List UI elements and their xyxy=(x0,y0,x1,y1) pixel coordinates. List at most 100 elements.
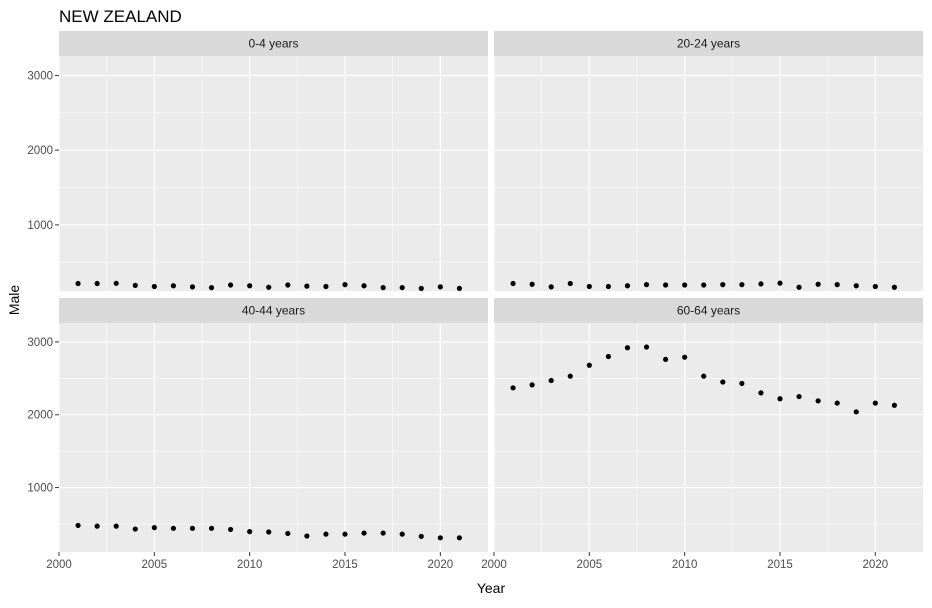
data-point xyxy=(189,284,196,290)
data-point xyxy=(758,390,764,396)
data-point xyxy=(304,533,310,539)
data-point xyxy=(437,535,443,541)
data-point xyxy=(247,283,253,289)
y-tick-label: 2000 xyxy=(27,145,53,157)
data-point xyxy=(586,362,592,368)
data-point xyxy=(586,283,592,290)
data-point xyxy=(796,393,802,400)
data-point xyxy=(132,282,138,288)
data-point xyxy=(75,280,81,287)
data-point xyxy=(361,283,367,289)
data-point xyxy=(663,356,669,363)
data-point xyxy=(872,283,878,290)
data-point xyxy=(891,402,898,408)
data-point xyxy=(247,529,253,535)
data-point xyxy=(682,354,688,360)
data-point xyxy=(342,531,348,537)
x-tick-label: 2015 xyxy=(767,559,793,571)
data-point xyxy=(399,531,405,537)
data-point xyxy=(285,282,291,288)
data-point xyxy=(266,529,272,535)
data-point xyxy=(132,526,138,532)
data-point xyxy=(529,281,535,287)
data-point xyxy=(739,282,745,288)
data-point xyxy=(456,535,462,541)
data-point xyxy=(437,284,443,290)
data-point xyxy=(777,280,783,286)
data-point xyxy=(304,283,310,289)
y-tick-label: 3000 xyxy=(27,337,53,349)
facet-panel-0-4-years: 0-4 years 1000 2000 3000 xyxy=(27,31,488,291)
data-point xyxy=(567,373,573,379)
data-point xyxy=(170,525,176,531)
data-point xyxy=(151,283,157,290)
x-tick-label: 2020 xyxy=(428,559,454,571)
x-tick-label: 2010 xyxy=(237,559,263,571)
facet-strip-label: 20-24 years xyxy=(677,37,740,51)
facet-strip xyxy=(494,298,923,323)
data-point xyxy=(834,282,840,288)
facet-strip xyxy=(59,31,488,56)
data-point xyxy=(228,526,234,533)
x-tick-label: 2015 xyxy=(332,559,358,571)
facet-strip xyxy=(59,298,488,323)
data-point xyxy=(418,285,424,291)
x-tick-label: 2000 xyxy=(481,559,507,571)
data-point xyxy=(228,282,234,288)
data-point xyxy=(701,282,707,288)
facet-strip-label: 60-64 years xyxy=(677,304,740,318)
data-point xyxy=(170,283,176,289)
y-tick-label: 2000 xyxy=(27,410,53,422)
data-point xyxy=(796,284,802,290)
data-point xyxy=(853,409,859,415)
data-point xyxy=(624,345,631,351)
data-point xyxy=(113,280,119,286)
facet-strip xyxy=(494,31,923,56)
data-point xyxy=(94,523,100,529)
data-point xyxy=(815,398,821,404)
facet-panel-40-44-years: 40-44 years 1000 2000 3000 2000 2005 2010 2015 2… xyxy=(27,298,488,571)
data-point xyxy=(323,283,329,290)
data-point xyxy=(285,530,291,537)
facet-panels: 0-4 years 1000 2000 3000 20-24 years 40-44 ye… xyxy=(27,31,923,571)
panel-background xyxy=(59,56,488,291)
data-point xyxy=(720,282,726,288)
x-axis-title: Year xyxy=(477,580,506,596)
data-point xyxy=(815,281,821,287)
data-point xyxy=(529,382,535,388)
data-point xyxy=(777,396,783,402)
data-point xyxy=(189,525,196,531)
data-point xyxy=(456,285,462,291)
x-tick-label: 2020 xyxy=(863,559,889,571)
data-point xyxy=(380,285,386,291)
panel-background xyxy=(494,56,923,291)
data-point xyxy=(380,530,386,536)
y-tick-label: 1000 xyxy=(27,483,53,495)
y-tick-label: 3000 xyxy=(27,70,53,82)
data-point xyxy=(208,285,215,291)
data-point xyxy=(75,522,81,529)
facet-strip-label: 40-44 years xyxy=(242,304,305,318)
data-point xyxy=(701,373,707,379)
data-point xyxy=(643,282,650,288)
data-point xyxy=(605,283,612,290)
data-point xyxy=(720,379,726,385)
data-point xyxy=(510,280,516,287)
panel-background xyxy=(59,323,488,552)
x-tick-label: 2010 xyxy=(672,559,698,571)
data-point xyxy=(266,284,272,290)
data-point xyxy=(510,385,516,391)
data-point xyxy=(323,531,329,537)
data-point xyxy=(208,525,215,531)
x-tick-label: 2005 xyxy=(142,559,168,571)
y-tick-label: 1000 xyxy=(27,220,53,232)
data-point xyxy=(872,400,878,406)
data-point xyxy=(853,283,859,289)
data-point xyxy=(113,523,119,529)
data-point xyxy=(758,281,764,287)
chart-title: NEW ZEALAND xyxy=(59,7,182,26)
data-point xyxy=(548,377,554,384)
data-point xyxy=(643,344,650,350)
data-point xyxy=(834,400,840,406)
